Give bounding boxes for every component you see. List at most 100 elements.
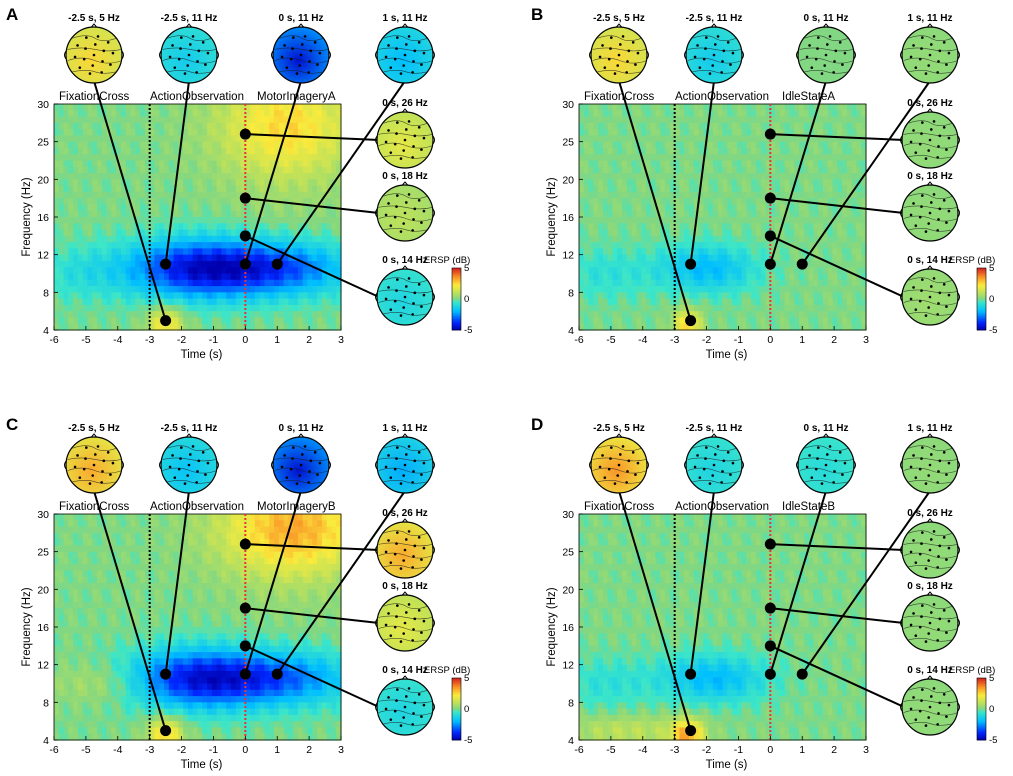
heatmap-cell: [221, 229, 227, 237]
heatmap-cell: [58, 122, 65, 130]
topomap: 0 s, 26 Hz: [375, 98, 435, 169]
heatmap-cell: [660, 311, 666, 319]
heatmap-cell: [254, 198, 261, 206]
heatmap-cell: [302, 129, 309, 136]
heatmap-cell: [73, 298, 79, 306]
heatmap-cell: [226, 110, 232, 118]
colorbar-tick-label: 0: [464, 294, 469, 305]
heatmap-cell: [669, 154, 676, 162]
heatmap-cell: [669, 110, 676, 118]
heatmap-cell: [259, 166, 266, 174]
heatmap-cell: [106, 198, 112, 206]
heatmap-cell: [832, 185, 838, 193]
heatmap-cell: [832, 129, 838, 136]
heatmap-cell: [302, 223, 309, 231]
heatmap-cell: [154, 141, 160, 149]
heatmap-cell: [813, 147, 819, 155]
heatmap-cell: [717, 254, 724, 262]
heatmap-cell: [822, 147, 829, 155]
heatmap-cell: [278, 304, 285, 312]
heatmap-cell: [732, 210, 738, 218]
heatmap-cell: [144, 122, 151, 130]
heatmap-cell: [842, 185, 848, 193]
heatmap-cell: [760, 179, 767, 187]
heatmap-cell: [612, 217, 618, 224]
heatmap-cell: [178, 242, 184, 249]
heatmap-cell: [77, 298, 84, 306]
heatmap-cell: [211, 135, 218, 143]
heatmap-cell: [274, 286, 280, 293]
heatmap-cell: [861, 298, 867, 306]
heatmap-cell: [808, 116, 814, 124]
left-ear: [900, 208, 903, 218]
nose: [822, 23, 830, 28]
heatmap-cell: [183, 116, 189, 124]
heatmap-cell: [842, 160, 848, 168]
heatmap-cell: [192, 129, 199, 136]
heatmap-cell: [712, 135, 719, 143]
heatmap-cell: [92, 141, 98, 149]
heatmap-cell: [326, 210, 333, 218]
heatmap-cell: [111, 254, 117, 262]
heatmap-cell: [293, 116, 299, 124]
heatmap-cell: [689, 292, 695, 300]
heatmap-cell: [302, 104, 309, 111]
heatmap-cell: [631, 254, 637, 262]
heatmap-cell: [588, 242, 594, 249]
heatmap-cell: [631, 217, 637, 224]
heatmap-cell: [321, 110, 328, 118]
heatmap-cell: [655, 173, 661, 180]
heatmap-cell: [283, 292, 289, 300]
heatmap-cell: [693, 273, 700, 281]
heatmap-cell: [751, 223, 757, 231]
heatmap-cell: [178, 166, 184, 174]
heatmap-cell: [669, 273, 676, 281]
electrode: [411, 313, 414, 316]
heatmap-cell: [73, 323, 79, 331]
heatmap-cell: [269, 298, 275, 306]
heatmap-cell: [851, 135, 858, 143]
heatmap-cell: [116, 147, 122, 155]
topomap: 0 s, 18 Hz: [900, 171, 960, 242]
heatmap-cell: [583, 260, 590, 268]
heatmap-cell: [612, 210, 618, 218]
heatmap-cell: [183, 279, 189, 287]
heatmap-cell: [851, 273, 858, 281]
x-tick-label: -5: [81, 334, 90, 346]
heatmap-cell: [87, 317, 93, 325]
heatmap-cell: [803, 286, 810, 293]
heatmap-cell: [837, 160, 843, 168]
heatmap-cell: [746, 160, 752, 168]
heatmap-cell: [784, 279, 791, 287]
heatmap-cell: [230, 217, 237, 224]
contour-line: [908, 228, 953, 232]
heatmap-cell: [660, 135, 666, 143]
heatmap-cell: [736, 298, 743, 306]
heatmap-cell: [765, 279, 771, 287]
heatmap-cell: [235, 279, 242, 287]
heatmap-cell: [598, 135, 604, 143]
heatmap-cell: [317, 154, 323, 162]
heatmap-cell: [245, 141, 251, 149]
heatmap-cell: [164, 135, 170, 143]
heatmap-cell: [336, 323, 342, 331]
heatmap-cell: [755, 317, 762, 325]
heatmap-cell: [851, 110, 858, 118]
electrode: [716, 35, 720, 38]
heatmap-cell: [779, 311, 786, 319]
heatmap-cell: [679, 229, 685, 237]
colorbar-cell: [452, 294, 461, 297]
heatmap-cell: [144, 210, 151, 218]
heatmap-cell: [240, 179, 246, 187]
heatmap-cell: [779, 141, 786, 149]
heatmap-cell: [741, 260, 748, 268]
heatmap-cell: [326, 223, 333, 231]
heatmap-cell: [321, 198, 328, 206]
heatmap-cell: [259, 298, 266, 306]
heatmap-cell: [106, 104, 112, 111]
electrode: [196, 60, 199, 63]
electrode: [918, 299, 922, 303]
heatmap-cell: [655, 229, 661, 237]
heatmap-cell: [818, 242, 824, 249]
heatmap-cell: [818, 273, 824, 281]
